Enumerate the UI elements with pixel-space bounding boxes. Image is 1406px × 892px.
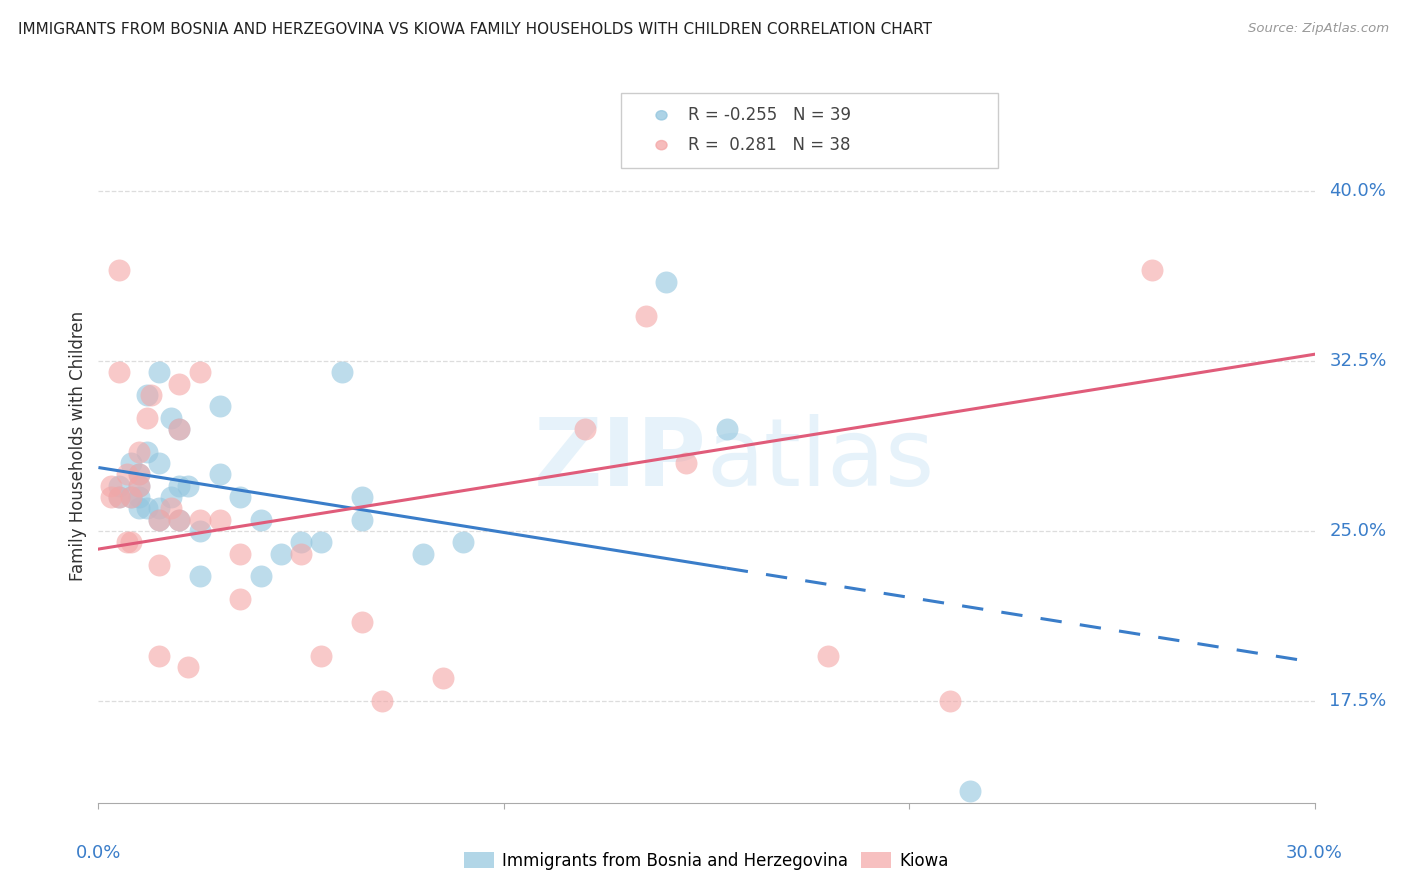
Point [107, 365, 129, 379]
Text: 17.5%: 17.5% [1329, 692, 1386, 710]
Point [188, 513, 211, 527]
Point [634, 309, 657, 323]
Point [209, 513, 232, 527]
Text: R =  0.281   N = 38: R = 0.281 N = 38 [689, 136, 851, 154]
Text: IMMIGRANTS FROM BOSNIA AND HERZEGOVINA VS KIOWA FAMILY HOUSEHOLDS WITH CHILDREN : IMMIGRANTS FROM BOSNIA AND HERZEGOVINA V… [18, 22, 932, 37]
Text: R = -0.255   N = 39: R = -0.255 N = 39 [689, 106, 851, 124]
Point [100, 478, 122, 492]
Point [107, 478, 129, 492]
Point [128, 501, 150, 516]
Point [148, 513, 170, 527]
Point [148, 501, 170, 516]
Text: 25.0%: 25.0% [1329, 522, 1386, 540]
Point [939, 694, 962, 708]
Point [188, 365, 211, 379]
Point [290, 535, 312, 549]
Point [817, 648, 839, 663]
Point [350, 615, 373, 629]
Point [120, 535, 142, 549]
Point [128, 467, 150, 482]
Point [160, 501, 183, 516]
Point [148, 365, 170, 379]
Point [136, 410, 159, 425]
Point [453, 535, 475, 549]
Point [188, 524, 211, 538]
Point [115, 467, 138, 482]
Point [169, 422, 191, 436]
Point [188, 569, 211, 583]
Text: Source: ZipAtlas.com: Source: ZipAtlas.com [1249, 22, 1389, 36]
Point [169, 513, 191, 527]
Point [350, 513, 373, 527]
Point [107, 490, 129, 504]
Point [169, 422, 191, 436]
Point [249, 569, 271, 583]
Point [107, 263, 129, 277]
Point [270, 547, 292, 561]
Point [169, 376, 191, 391]
Point [176, 660, 198, 674]
Point [128, 478, 150, 492]
Y-axis label: Family Households with Children: Family Households with Children [69, 311, 87, 581]
Point [120, 490, 142, 504]
Point [128, 444, 150, 458]
Point [229, 490, 252, 504]
Point [128, 467, 150, 482]
Point [160, 490, 183, 504]
Point [128, 490, 150, 504]
FancyBboxPatch shape [621, 93, 998, 168]
Point [432, 671, 454, 685]
Point [574, 422, 596, 436]
Text: 40.0%: 40.0% [1329, 182, 1386, 200]
Point [169, 513, 191, 527]
Text: 0.0%: 0.0% [76, 844, 121, 862]
Point [136, 501, 159, 516]
Point [100, 490, 122, 504]
Point [412, 547, 434, 561]
Point [1142, 263, 1164, 277]
Point [209, 467, 232, 482]
Point [148, 558, 170, 572]
Ellipse shape [657, 141, 666, 150]
Point [107, 490, 129, 504]
Point [139, 388, 162, 402]
Point [115, 535, 138, 549]
Text: atlas: atlas [707, 414, 935, 507]
Text: 32.5%: 32.5% [1329, 352, 1386, 370]
Point [311, 648, 333, 663]
Point [176, 478, 198, 492]
Point [169, 478, 191, 492]
Point [655, 275, 678, 289]
Point [136, 444, 159, 458]
Point [120, 456, 142, 470]
Point [716, 422, 738, 436]
Ellipse shape [657, 111, 666, 120]
Point [128, 478, 150, 492]
Point [249, 513, 271, 527]
Point [675, 456, 697, 470]
Point [959, 784, 981, 798]
Point [160, 410, 183, 425]
Point [148, 456, 170, 470]
Point [290, 547, 312, 561]
Point [148, 648, 170, 663]
Point [120, 490, 142, 504]
Point [229, 591, 252, 606]
Point [209, 400, 232, 414]
Point [229, 547, 252, 561]
Text: ZIP: ZIP [534, 414, 707, 507]
Point [311, 535, 333, 549]
Point [330, 365, 353, 379]
Point [136, 388, 159, 402]
Point [371, 694, 394, 708]
Legend: Immigrants from Bosnia and Herzegovina, Kiowa: Immigrants from Bosnia and Herzegovina, … [457, 846, 956, 877]
Text: 30.0%: 30.0% [1286, 844, 1343, 862]
Point [148, 513, 170, 527]
Point [350, 490, 373, 504]
